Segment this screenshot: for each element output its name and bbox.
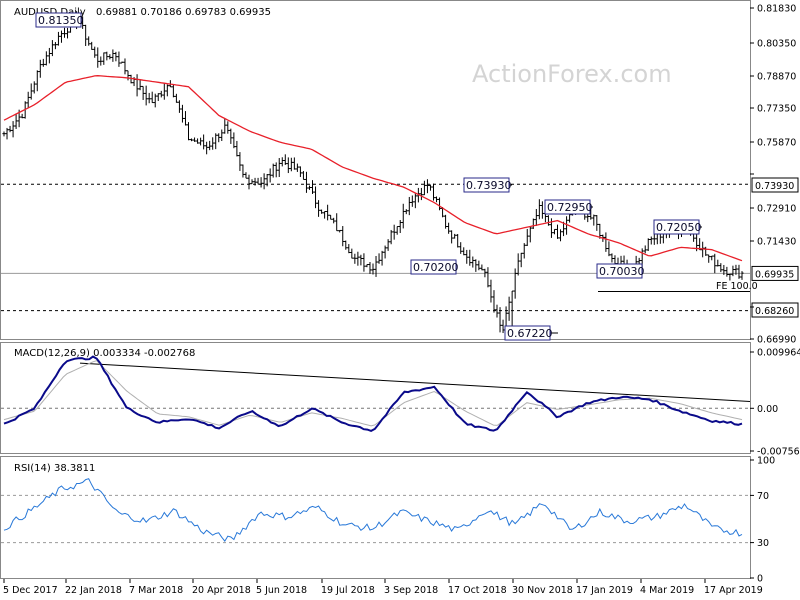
macd-line <box>3 355 743 432</box>
x-tick-label: 17 Oct 2018 <box>448 585 507 596</box>
price-annotations: 0.81350 0.73930 0.70200 0.72950 0.72050 0.700… <box>35 12 799 341</box>
macd-plot <box>1 355 751 432</box>
price-y-tick-label: 0.77350 <box>757 104 796 115</box>
annotation-label: 0.81350 <box>38 14 84 27</box>
annotation-box <box>463 177 510 193</box>
price-y-tick-label: 0.66990 <box>757 335 796 346</box>
macd-panel-frame <box>0 342 751 454</box>
rsi-y-tick-label: 0 <box>757 574 763 585</box>
rsi-y-tick-label: 30 <box>757 538 769 549</box>
price-panel-frame <box>0 0 751 340</box>
annotation-label: 0.72950 <box>547 201 593 214</box>
annotation-label: 0.67220 <box>507 327 553 340</box>
level-box-label: 0.73930 <box>755 181 794 192</box>
price-level-lines <box>1 183 750 312</box>
x-tick-label: 5 Dec 2017 <box>3 585 58 596</box>
annotation-box <box>504 325 551 341</box>
annotation-label: 0.70030 <box>599 265 645 278</box>
x-tick-label: 5 Jun 2018 <box>256 585 307 596</box>
rsi-panel-frame <box>0 456 751 579</box>
x-tick-label: 7 Mar 2018 <box>129 585 183 596</box>
x-tick-label: 22 Jan 2018 <box>65 585 122 596</box>
rsi-y-axis: 100 70 30 0 <box>750 456 775 585</box>
annotation-label: 0.70200 <box>413 261 459 274</box>
price-y-axis: 0.81830 0.80350 0.78870 0.77350 0.75870 0.729… <box>750 4 796 346</box>
macd-y-tick-label: 0.00 <box>757 404 778 415</box>
macd-y-tick-label: -0.00756 <box>757 447 800 458</box>
moving-average-line <box>3 75 743 262</box>
annotation-box <box>35 12 82 28</box>
x-tick-label: 30 Nov 2018 <box>512 585 573 596</box>
moving-average <box>3 75 743 262</box>
macd-y-axis: 0.009964 0.00 -0.00756 <box>750 348 800 458</box>
annotation-box <box>653 219 700 235</box>
x-tick-label: 17 Apr 2019 <box>704 585 763 596</box>
annotation-label: 0.73930 <box>466 179 512 192</box>
price-y-tick-label: 0.81830 <box>757 4 796 15</box>
price-y-tick-label: 0.80350 <box>757 39 796 50</box>
current-price-box <box>751 265 799 281</box>
rsi-header: RSI(14) 38.3811 <box>14 463 95 474</box>
price-y-tick-label: 0.71430 <box>757 237 796 248</box>
level-box <box>751 177 799 193</box>
level-box-label: 0.68260 <box>755 306 794 317</box>
annotation-box <box>410 259 457 275</box>
price-y-tick-label: 0.78870 <box>757 72 796 83</box>
rsi-plot <box>1 478 750 544</box>
watermark: ActionForex.com <box>472 60 672 88</box>
ohlc-values: 0.69881 0.70186 0.69783 0.69935 <box>96 7 271 18</box>
x-tick-label: 3 Sep 2018 <box>384 585 438 596</box>
macd-header: MACD(12,26,9) 0.003334 -0.002768 <box>14 348 195 359</box>
x-axis: 5 Dec 2017 22 Jan 2018 7 Mar 2018 20 Apr 20… <box>3 579 763 596</box>
x-tick-label: 4 Mar 2019 <box>640 585 694 596</box>
macd-signal-line <box>3 360 743 427</box>
x-tick-label: 17 Jan 2019 <box>576 585 633 596</box>
annotation-box <box>544 199 591 215</box>
annotation-label: 0.72050 <box>656 221 702 234</box>
macd-y-tick-label: 0.009964 <box>757 348 800 359</box>
rsi-y-tick-label: 100 <box>757 456 775 467</box>
price-y-tick-label: 0.72910 <box>757 204 796 215</box>
fe-label: FE 100.0 <box>716 281 758 292</box>
rsi-line <box>3 478 743 542</box>
x-tick-label: 20 Apr 2018 <box>192 585 251 596</box>
x-tick-label: 19 Jul 2018 <box>321 585 375 596</box>
macd-trendline <box>79 362 751 403</box>
current-price-label: 0.69935 <box>755 269 794 280</box>
price-y-tick-label: 0.75870 <box>757 138 796 149</box>
rsi-y-tick-label: 70 <box>757 491 769 502</box>
annotation-box <box>596 263 643 279</box>
level-box <box>751 302 799 318</box>
